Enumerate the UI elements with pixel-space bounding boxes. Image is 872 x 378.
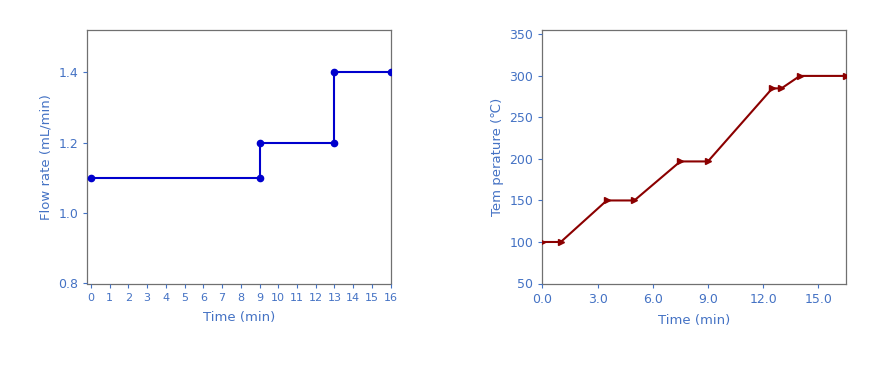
X-axis label: Time (min): Time (min) bbox=[658, 314, 730, 327]
Y-axis label: Flow rate (mL/min): Flow rate (mL/min) bbox=[39, 94, 52, 220]
X-axis label: Time (min): Time (min) bbox=[203, 311, 275, 324]
Y-axis label: Tem perature (℃): Tem perature (℃) bbox=[491, 98, 504, 216]
